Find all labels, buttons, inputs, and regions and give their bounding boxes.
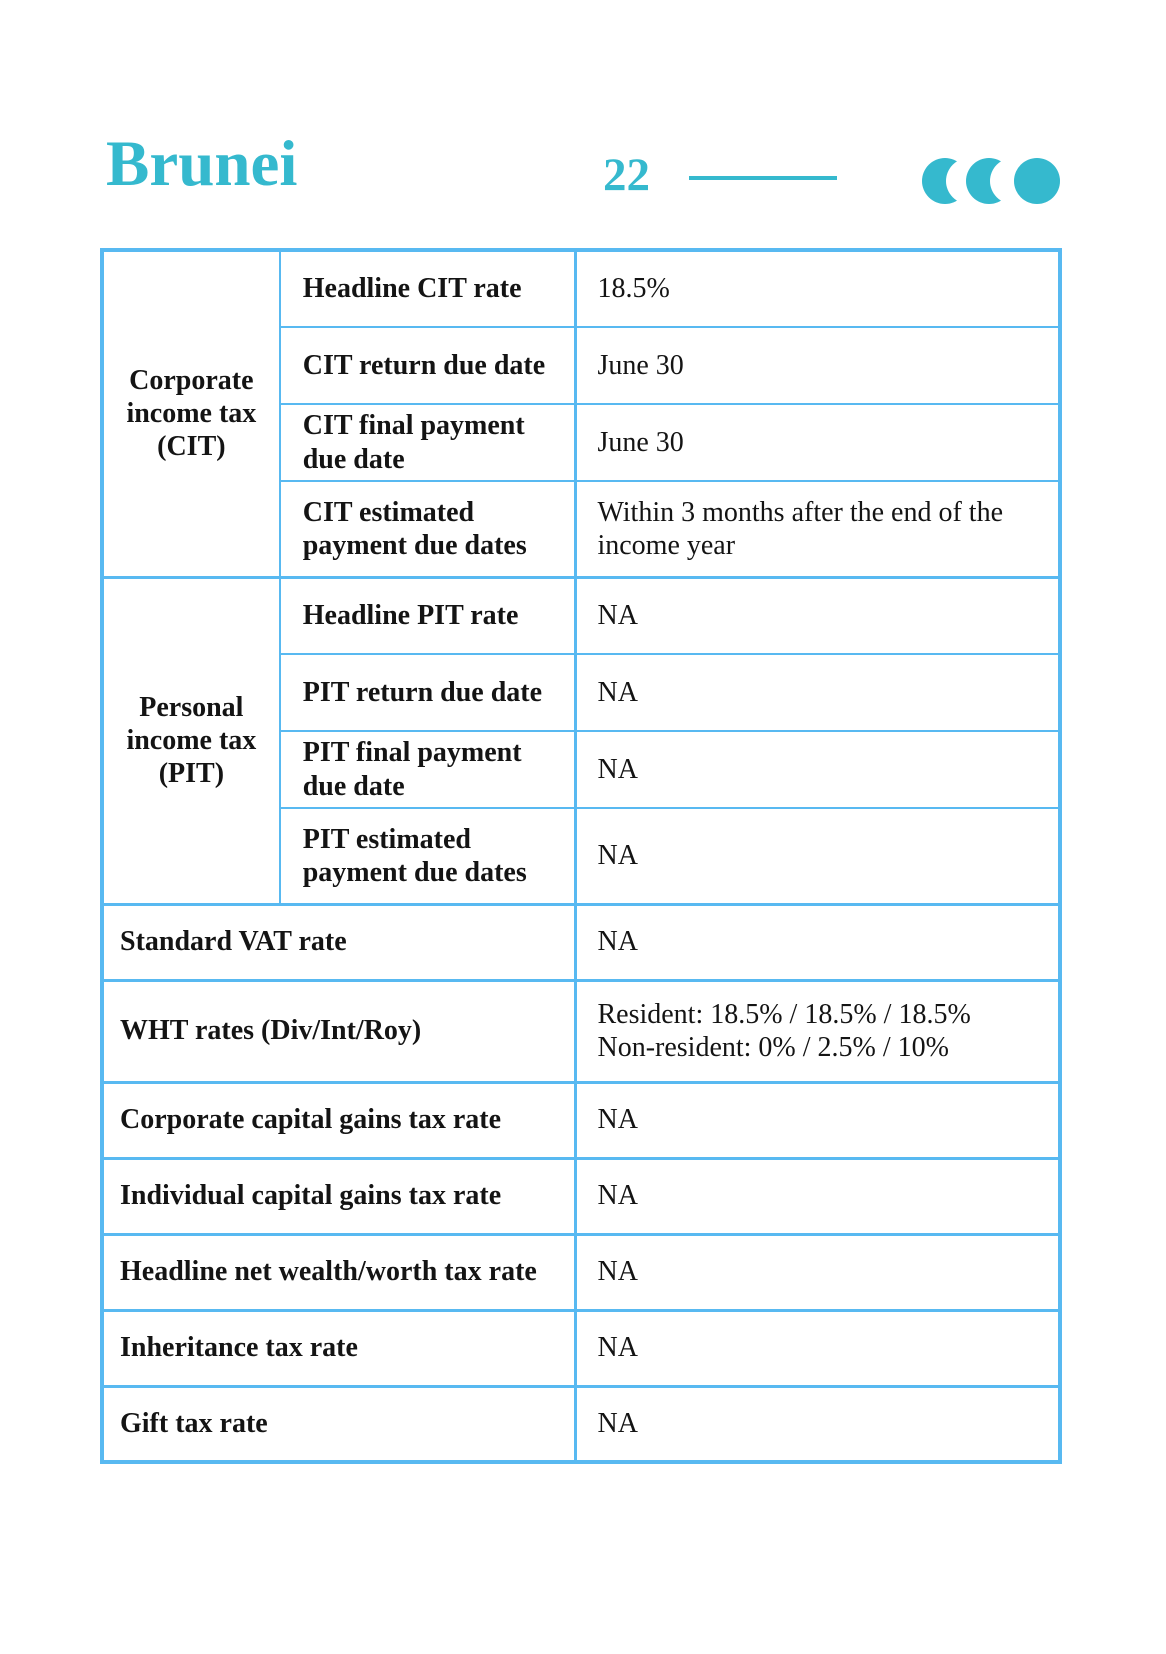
table-row: Corporate capital gains tax rate NA: [102, 1080, 1060, 1158]
row-label: WHT rates (Div/Int/Roy): [102, 978, 576, 1082]
table-row: Corporate income tax (CIT) Headline CIT …: [102, 250, 1060, 462]
row-label: Standard VAT rate: [102, 902, 576, 980]
row-value: NA: [574, 1308, 1060, 1386]
row-value: NA: [574, 653, 1060, 731]
row-value: Within 3 months after the end of the inc…: [574, 480, 1060, 577]
row-value: NA: [574, 730, 1060, 808]
row-label: Headline net wealth/worth tax rate: [102, 1232, 576, 1310]
row-label: CIT final payment due date: [278, 403, 576, 481]
header-decoration: [922, 158, 1062, 204]
row-value: NA: [574, 575, 1060, 654]
table-row: PIT return due date NA: [102, 653, 1060, 731]
group-cell-cit: Corporate income tax (CIT): [126, 365, 257, 463]
row-label: Gift tax rate: [102, 1384, 576, 1462]
crescent-icon: [922, 158, 992, 204]
row-value: June 30: [574, 403, 1060, 481]
row-label: Headline PIT rate: [278, 575, 576, 654]
table-row: CIT final payment due date June 30: [102, 403, 1060, 481]
tax-summary-table: Corporate income tax (CIT) Headline CIT …: [100, 248, 1062, 1464]
row-label: PIT return due date: [278, 653, 576, 731]
row-value: 18.5%: [574, 250, 1060, 327]
table-row: PIT final payment due date NA: [102, 730, 1060, 808]
table-row: CIT estimated payment due dates Within 3…: [102, 480, 1060, 577]
row-value: NA: [574, 1080, 1060, 1158]
page-number: 22: [603, 149, 650, 201]
table-row: Gift tax rate NA: [102, 1384, 1060, 1462]
row-value: NA: [574, 902, 1060, 980]
table-row: Personal income tax (PIT) Headline PIT r…: [102, 575, 1060, 904]
row-label: CIT estimated payment due dates: [278, 480, 576, 577]
row-label: CIT return due date: [278, 326, 576, 404]
row-label: Individual capital gains tax rate: [102, 1156, 576, 1234]
group-cell-pit: Personal income tax (PIT): [102, 575, 280, 904]
table-row: Individual capital gains tax rate NA: [102, 1156, 1060, 1234]
row-value: Resident: 18.5% / 18.5% / 18.5% Non-resi…: [574, 978, 1060, 1082]
row-label: Headline CIT rate: [278, 250, 576, 327]
table-row: Inheritance tax rate NA: [102, 1308, 1060, 1386]
row-label: PIT final payment due date: [278, 730, 576, 808]
row-value: NA: [574, 1232, 1060, 1310]
table-row: PIT estimated payment due dates NA: [102, 807, 1060, 904]
row-value: NA: [574, 1156, 1060, 1234]
page-title: Brunei: [106, 128, 298, 200]
row-label: Inheritance tax rate: [102, 1308, 576, 1386]
table-row: WHT rates (Div/Int/Roy) Resident: 18.5% …: [102, 978, 1060, 1082]
table-row: CIT return due date June 30: [102, 326, 1060, 404]
table-row: Headline net wealth/worth tax rate NA: [102, 1232, 1060, 1310]
crescent-icon: [966, 158, 1036, 204]
row-value: June 30: [574, 326, 1060, 404]
row-value: NA: [574, 807, 1060, 904]
circle-icon: [1014, 158, 1060, 204]
table-row: Standard VAT rate NA: [102, 902, 1060, 980]
row-value: NA: [574, 1384, 1060, 1462]
row-label: Corporate capital gains tax rate: [102, 1080, 576, 1158]
header-rule: [689, 176, 837, 180]
row-label: PIT estimated payment due dates: [278, 807, 576, 904]
